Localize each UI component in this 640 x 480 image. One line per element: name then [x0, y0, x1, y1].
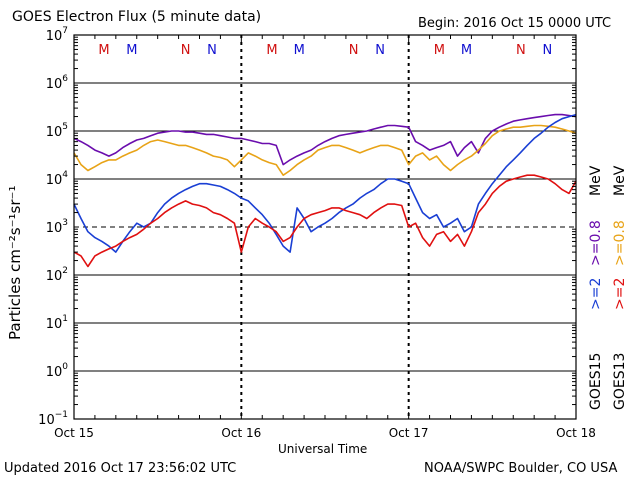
mev-unit-label-2: MeV — [612, 165, 628, 196]
goes13-2mev-label: >=2 — [612, 277, 628, 310]
x-tick-label: Oct 15 — [54, 426, 94, 440]
y-tick-label: 100 — [46, 362, 69, 380]
y-axis-ticks: 107 106 105 104 103 102 101 100 10−1 — [38, 26, 576, 428]
series-line-goes13-0-8-mev — [73, 124, 577, 176]
goes15-2mev-label: >=2 — [588, 277, 604, 310]
goes13-label: GOES13 — [612, 352, 628, 410]
y-axis-label: Particles cm⁻²s⁻¹sr⁻¹ — [6, 185, 24, 340]
orbit-marker: N — [181, 43, 191, 58]
orbit-marker: N — [207, 43, 217, 58]
y-tick-label: 103 — [46, 218, 68, 236]
goes13-08mev-label: >=0.8 — [612, 220, 628, 266]
updated-timestamp: Updated 2016 Oct 17 23:56:02 UTC — [4, 461, 237, 476]
goes15-08mev-label: >=0.8 — [588, 220, 604, 266]
y-tick-label: 102 — [46, 266, 68, 284]
orbit-marker: M — [461, 43, 472, 58]
credit-text: NOAA/SWPC Boulder, CO USA — [424, 461, 618, 476]
goes15-label: GOES15 — [588, 352, 604, 410]
orbit-marker: M — [266, 43, 277, 58]
series-lines — [73, 113, 577, 268]
x-tick-label: Oct 16 — [221, 426, 261, 440]
gridlines — [74, 34, 576, 420]
y-tick-label: 107 — [46, 26, 68, 44]
orbit-marker: M — [294, 43, 305, 58]
orbit-marker: N — [543, 43, 553, 58]
series-line-goes15-2-mev — [73, 113, 577, 253]
y-tick-label: 106 — [46, 74, 69, 92]
orbit-marker: N — [349, 43, 359, 58]
mev-unit-label-1: MeV — [588, 165, 604, 196]
orbit-marker: M — [434, 43, 445, 58]
orbit-marker: M — [98, 43, 109, 58]
y-tick-label: 101 — [46, 314, 68, 332]
x-tick-label: Oct 17 — [389, 426, 429, 440]
series-line-goes15-0-8-mev — [73, 113, 577, 166]
series-line-goes13-2-mev — [73, 174, 577, 268]
x-tick-label: Oct 18 — [556, 426, 596, 440]
y-tick-label: 10−1 — [38, 410, 68, 428]
orbit-marker: N — [516, 43, 526, 58]
begin-date: Begin: 2016 Oct 15 0000 UTC — [418, 16, 612, 31]
x-axis-label: Universal Time — [278, 442, 368, 456]
chart-title: GOES Electron Flux (5 minute data) — [12, 9, 262, 25]
y-tick-label: 105 — [46, 122, 68, 140]
x-axis-ticks: Oct 15 Oct 16 Oct 17 Oct 18 — [54, 35, 596, 440]
y-tick-label: 104 — [46, 170, 69, 188]
orbit-marker: M — [126, 43, 137, 58]
orbit-marker: N — [375, 43, 385, 58]
